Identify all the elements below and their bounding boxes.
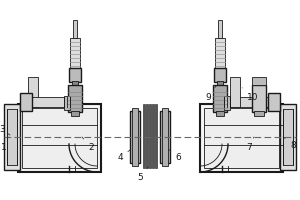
Text: 5: 5 xyxy=(137,167,148,182)
Text: 1: 1 xyxy=(1,137,8,152)
Bar xyxy=(217,81,223,87)
Bar xyxy=(152,104,154,168)
Bar xyxy=(218,20,222,38)
Bar xyxy=(155,104,157,168)
Bar xyxy=(132,108,138,166)
Bar xyxy=(71,111,79,116)
Text: 2: 2 xyxy=(82,137,94,152)
Bar xyxy=(224,96,230,110)
Bar xyxy=(230,77,240,107)
Bar xyxy=(28,77,38,107)
Bar xyxy=(254,111,264,116)
Bar xyxy=(20,93,32,111)
Bar xyxy=(214,68,226,82)
Text: 3: 3 xyxy=(0,126,10,135)
Bar xyxy=(252,85,266,112)
Text: 10: 10 xyxy=(242,88,259,102)
Bar xyxy=(160,111,170,163)
Text: 9: 9 xyxy=(205,86,216,102)
Bar xyxy=(283,109,293,165)
Bar xyxy=(7,109,17,165)
Bar xyxy=(268,93,280,111)
Bar xyxy=(70,38,80,70)
Bar xyxy=(252,77,266,85)
Bar xyxy=(213,85,227,112)
Bar xyxy=(72,81,78,87)
Bar xyxy=(146,104,148,168)
Text: 7: 7 xyxy=(246,137,254,152)
Text: 8: 8 xyxy=(283,137,296,150)
Text: 6: 6 xyxy=(169,150,181,162)
Bar xyxy=(230,97,272,107)
Bar xyxy=(200,104,283,172)
Bar xyxy=(28,97,70,107)
Bar xyxy=(68,85,82,112)
Bar xyxy=(143,104,145,168)
Bar xyxy=(280,104,296,170)
Text: 4: 4 xyxy=(117,150,131,162)
Bar xyxy=(130,111,140,163)
Bar xyxy=(73,20,77,38)
Bar xyxy=(162,108,168,166)
Bar xyxy=(149,104,151,168)
Bar xyxy=(215,38,225,70)
Bar xyxy=(4,104,20,170)
Bar xyxy=(69,68,81,82)
Bar xyxy=(216,111,224,116)
Bar xyxy=(204,108,279,168)
Bar xyxy=(22,108,97,168)
Bar xyxy=(18,104,101,172)
Bar xyxy=(64,96,70,110)
